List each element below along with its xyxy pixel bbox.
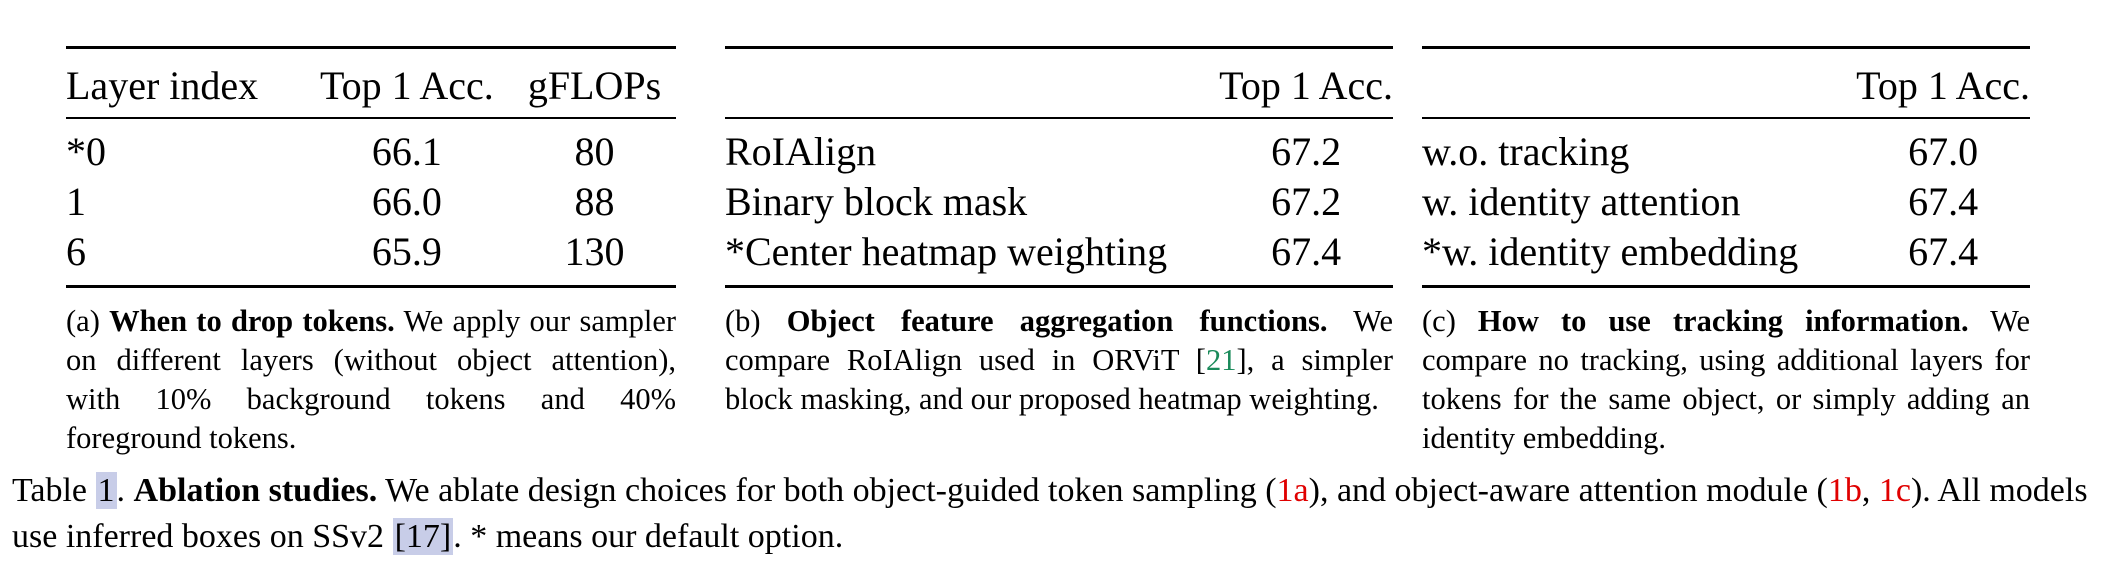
citation-link-17[interactable]: [17] <box>392 518 454 555</box>
table-caption: Table 1. Ablation studies. We ablate des… <box>12 468 2108 560</box>
column-header: Top 1 Acc. <box>1219 63 1393 108</box>
table-row: RoIAlign 67.2 <box>725 118 1393 177</box>
column-header <box>725 48 1219 119</box>
table-row: 6 65.9 130 <box>66 227 676 287</box>
table-cell: 80 <box>574 129 615 174</box>
caption-text: ), and object-aware attention module ( <box>1308 472 1828 509</box>
citation-link[interactable]: 21 <box>1205 343 1237 377</box>
caption-text: . * means our default option. <box>453 518 844 555</box>
ref-link-1c[interactable]: 1c <box>1878 472 1911 509</box>
table-cell: 67.4 <box>1908 179 1979 224</box>
caption-text: We compare no tracking, using additional… <box>1422 304 2030 455</box>
table-row: *0 66.1 80 <box>66 118 676 177</box>
caption-title: Ablation studies. <box>133 472 378 509</box>
column-header: Top 1 Acc. <box>1856 63 2030 108</box>
caption-text: We ablate design choices for both object… <box>385 472 1277 509</box>
table-cell: 66.0 <box>371 179 442 224</box>
table-header-row: Layer index Top 1 Acc. gFLOPs <box>66 47 676 118</box>
caption-title: How to use tracking information. <box>1477 304 1969 338</box>
table-row: *w. identity embedding 67.4 <box>1422 227 2030 287</box>
table-row: w.o. tracking 67.0 <box>1422 118 2030 177</box>
table-cell: 130 <box>564 229 625 274</box>
column-header: Layer index <box>66 63 259 108</box>
table-cell: 65.9 <box>371 229 442 274</box>
table-header-row: Top 1 Acc. <box>725 47 1393 119</box>
table-row: 1 66.0 88 <box>66 177 676 227</box>
table-row: w. identity attention 67.4 <box>1422 177 2030 227</box>
table-cell: 1 <box>66 179 86 224</box>
subtable-b-caption: (b) Object feature aggregation functions… <box>725 302 1393 419</box>
table-row: *Center heatmap weighting 67.4 <box>725 227 1393 287</box>
table-cell: 67.2 <box>1271 179 1342 224</box>
column-header: Top 1 Acc. <box>319 63 494 108</box>
table-cell: 88 <box>574 179 615 224</box>
table-cell: 67.0 <box>1908 129 1979 174</box>
ref-link-1a[interactable]: 1a <box>1276 472 1309 509</box>
subtable-b: Top 1 Acc. RoIAlign 67.2 Binary block ma… <box>725 46 1393 419</box>
column-header: gFLOPs <box>527 63 662 108</box>
caption-label: (c) <box>1422 304 1456 338</box>
subtable-c: Top 1 Acc. w.o. tracking 67.0 w. identit… <box>1422 46 2030 458</box>
caption-label: (b) <box>725 304 761 338</box>
table-cell: 67.4 <box>1271 229 1342 274</box>
caption-title: When to drop tokens. <box>109 304 395 338</box>
table-cell: 66.1 <box>371 129 442 174</box>
table-cell: w. identity attention <box>1422 179 1741 224</box>
table-cell: *0 <box>66 129 106 174</box>
caption-text: ], a simpler block masking, and our prop… <box>725 343 1393 416</box>
table-b: Top 1 Acc. RoIAlign 67.2 Binary block ma… <box>725 46 1393 288</box>
table-cell: *Center heatmap weighting <box>725 229 1168 274</box>
table-cell: 67.2 <box>1271 129 1342 174</box>
table-number-link[interactable]: 1 <box>95 472 117 509</box>
table-cell: 67.4 <box>1908 229 1979 274</box>
subtable-a-caption: (a) When to drop tokens. We apply our sa… <box>66 302 676 458</box>
caption-text: We compare RoIAlign used in ORViT [ <box>725 304 1393 377</box>
subtable-a: Layer index Top 1 Acc. gFLOPs *0 66.1 80… <box>66 46 676 458</box>
caption-title: Object feature aggregation functions. <box>786 304 1328 338</box>
table-header-row: Top 1 Acc. <box>1422 47 2030 119</box>
caption-comma: , <box>1861 472 1871 509</box>
caption-prefix: Table <box>12 472 88 509</box>
table-c: Top 1 Acc. w.o. tracking 67.0 w. identit… <box>1422 46 2030 288</box>
ref-link-1b[interactable]: 1b <box>1827 472 1862 509</box>
subtable-c-caption: (c) How to use tracking information. We … <box>1422 302 2030 458</box>
table-a: Layer index Top 1 Acc. gFLOPs *0 66.1 80… <box>66 46 676 288</box>
column-header <box>1422 48 1856 119</box>
table-cell: w.o. tracking <box>1422 129 1630 174</box>
table-cell: *w. identity embedding <box>1422 229 1799 274</box>
table-cell: 6 <box>66 229 86 274</box>
caption-text: ). All models use inferred boxes on SSv2 <box>12 472 2088 555</box>
caption-text: We apply our sampler on different layers… <box>66 304 677 455</box>
caption-label: (a) <box>66 304 100 338</box>
table-cell: Binary block mask <box>725 179 1028 224</box>
caption-separator: . <box>116 472 126 509</box>
table-cell: RoIAlign <box>725 129 877 174</box>
table-row: Binary block mask 67.2 <box>725 177 1393 227</box>
